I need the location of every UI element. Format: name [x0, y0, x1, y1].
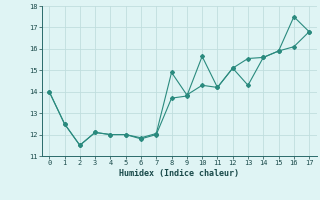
X-axis label: Humidex (Indice chaleur): Humidex (Indice chaleur) — [119, 169, 239, 178]
